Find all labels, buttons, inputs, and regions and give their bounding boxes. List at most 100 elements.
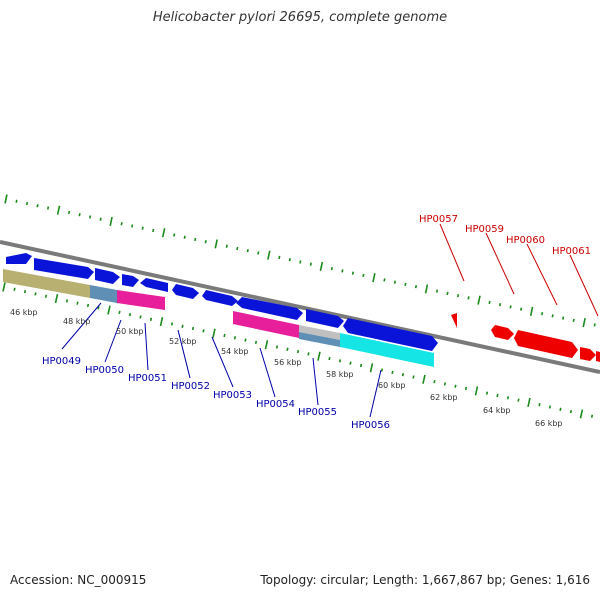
minor-tick [244, 338, 247, 342]
minor-tick [538, 403, 541, 407]
major-tick [474, 386, 479, 396]
minor-tick [485, 391, 489, 395]
major-tick [424, 284, 429, 294]
leader-line [211, 336, 234, 388]
minor-tick [78, 213, 81, 217]
minor-tick [257, 251, 260, 255]
kbp-label: 66 kbp [535, 419, 563, 428]
minor-tick [590, 414, 594, 418]
major-tick [477, 295, 481, 305]
minor-tick [506, 396, 510, 400]
minor-tick [286, 347, 289, 351]
minor-tick [391, 370, 394, 375]
minor-tick [223, 333, 226, 338]
minor-tick [351, 271, 355, 275]
minor-tick [67, 210, 71, 215]
minor-tick [97, 306, 100, 310]
gene-label[interactable]: HP0059 [465, 224, 504, 235]
minor-tick [309, 262, 312, 266]
major-tick [317, 351, 321, 361]
minor-tick [173, 233, 176, 237]
gene-label[interactable]: HP0050 [85, 365, 124, 376]
gene-block-steel[interactable] [90, 285, 117, 303]
minor-tick [299, 260, 302, 264]
gene-label[interactable]: HP0054 [256, 399, 295, 410]
minor-tick [496, 393, 499, 398]
minor-tick [99, 217, 102, 221]
gene-arrow[interactable] [491, 325, 514, 340]
gene-arrow[interactable] [34, 258, 94, 279]
accession-text: Accession: NC_000915 [10, 573, 147, 587]
gene-arrow[interactable] [6, 253, 32, 264]
major-tick [319, 261, 324, 271]
major-tick [369, 363, 374, 373]
gene-block-cyan[interactable] [340, 333, 434, 367]
major-tick [422, 374, 426, 384]
minor-tick [139, 315, 142, 319]
minor-tick [307, 352, 310, 356]
minor-tick [412, 375, 415, 379]
leader-line [439, 223, 465, 282]
minor-tick [15, 199, 18, 203]
minor-tick [191, 326, 195, 331]
gene-arrow[interactable] [95, 268, 120, 284]
gene-arrow[interactable] [122, 274, 139, 287]
gene-arrow[interactable] [451, 313, 457, 328]
gene-arrow[interactable] [596, 351, 600, 362]
kbp-label: 60 kbp [378, 381, 406, 390]
minor-tick [254, 340, 258, 345]
gene-arrow[interactable] [172, 284, 199, 299]
minor-tick [44, 294, 48, 298]
gene-block-magenta[interactable] [117, 290, 165, 310]
minor-tick [149, 317, 153, 321]
gene-arrow[interactable] [343, 318, 438, 351]
gene-block-grey[interactable] [299, 325, 340, 340]
leader-line [312, 357, 319, 406]
gene-block-magenta[interactable] [233, 311, 299, 338]
minor-tick [202, 329, 205, 333]
minor-tick [183, 235, 186, 239]
gene-block-steel[interactable] [299, 332, 340, 347]
minor-tick [65, 299, 69, 303]
major-tick [56, 205, 61, 215]
minor-tick [414, 285, 418, 289]
gene-label[interactable]: HP0060 [506, 235, 545, 246]
minor-tick [131, 224, 134, 228]
minor-tick [393, 280, 397, 284]
major-tick [372, 273, 376, 283]
gene-label[interactable]: HP0055 [298, 407, 337, 418]
gene-arrow[interactable] [514, 330, 578, 358]
minor-tick [13, 287, 16, 291]
gene-label[interactable]: HP0053 [213, 390, 252, 401]
major-tick [582, 318, 586, 328]
gene-arrow[interactable] [306, 309, 344, 328]
upper-tick-track [4, 194, 596, 328]
gene-label[interactable]: HP0061 [552, 246, 591, 257]
minor-tick [275, 345, 279, 349]
minor-tick [593, 323, 596, 327]
gene-block-olive[interactable] [3, 269, 90, 298]
minor-tick [118, 310, 121, 315]
minor-tick [541, 311, 544, 316]
kbp-label: 54 kbp [221, 347, 249, 356]
gene-label[interactable]: HP0052 [171, 381, 210, 392]
gene-arrow[interactable] [140, 278, 168, 292]
minor-tick [380, 368, 384, 372]
minor-tick [446, 291, 449, 296]
minor-tick [204, 240, 207, 244]
gene-arrow[interactable] [202, 290, 238, 306]
gene-label[interactable]: HP0051 [128, 373, 167, 384]
gene-arrow[interactable] [236, 297, 303, 320]
gene-label[interactable]: HP0056 [351, 420, 390, 431]
gene-label[interactable]: HP0049 [42, 356, 81, 367]
minor-tick [548, 405, 552, 409]
gene-label[interactable]: HP0057 [419, 214, 458, 225]
gene-arrow[interactable] [580, 347, 596, 361]
minor-tick [341, 269, 344, 273]
reverse-genes [451, 313, 600, 362]
minor-tick [572, 318, 575, 323]
minor-tick [296, 349, 300, 354]
minor-tick [86, 303, 90, 308]
minor-tick [34, 292, 37, 296]
